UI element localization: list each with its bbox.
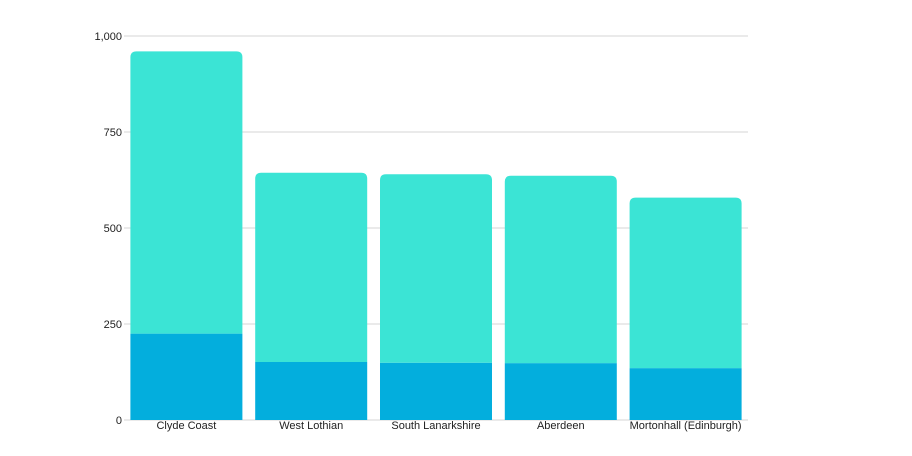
y-tick-label: 1,000 (94, 31, 122, 43)
bar-segment-1 (380, 362, 492, 420)
bar-segment-2 (255, 172, 368, 363)
bar-segment-1 (130, 333, 243, 420)
x-category-label: West Lothian (279, 420, 343, 432)
x-category-label: Clyde Coast (156, 420, 216, 432)
y-axis-tick-labels: 0 250 500 750 1,000 (94, 31, 122, 427)
y-tick-label: 0 (116, 415, 122, 427)
x-category-label: Mortonhall (Edinburgh) (630, 420, 742, 432)
x-axis-category-labels: Clyde Coast West Lothian South Lanarkshire… (156, 420, 741, 432)
y-tick-label: 500 (104, 223, 122, 235)
bar-segment-1 (504, 363, 617, 420)
bar-segment-1 (629, 368, 742, 420)
bars (130, 51, 742, 420)
bar-segment-1 (255, 362, 368, 420)
bar-segment-2 (629, 197, 742, 369)
x-category-label: Aberdeen (537, 420, 585, 432)
bar-segment-2 (130, 51, 243, 334)
bar-segment-2 (504, 175, 617, 364)
x-category-label: South Lanarkshire (391, 420, 480, 432)
bar-segment-2 (380, 174, 492, 363)
y-tick-label: 250 (104, 319, 122, 331)
y-tick-label: 750 (104, 127, 122, 139)
